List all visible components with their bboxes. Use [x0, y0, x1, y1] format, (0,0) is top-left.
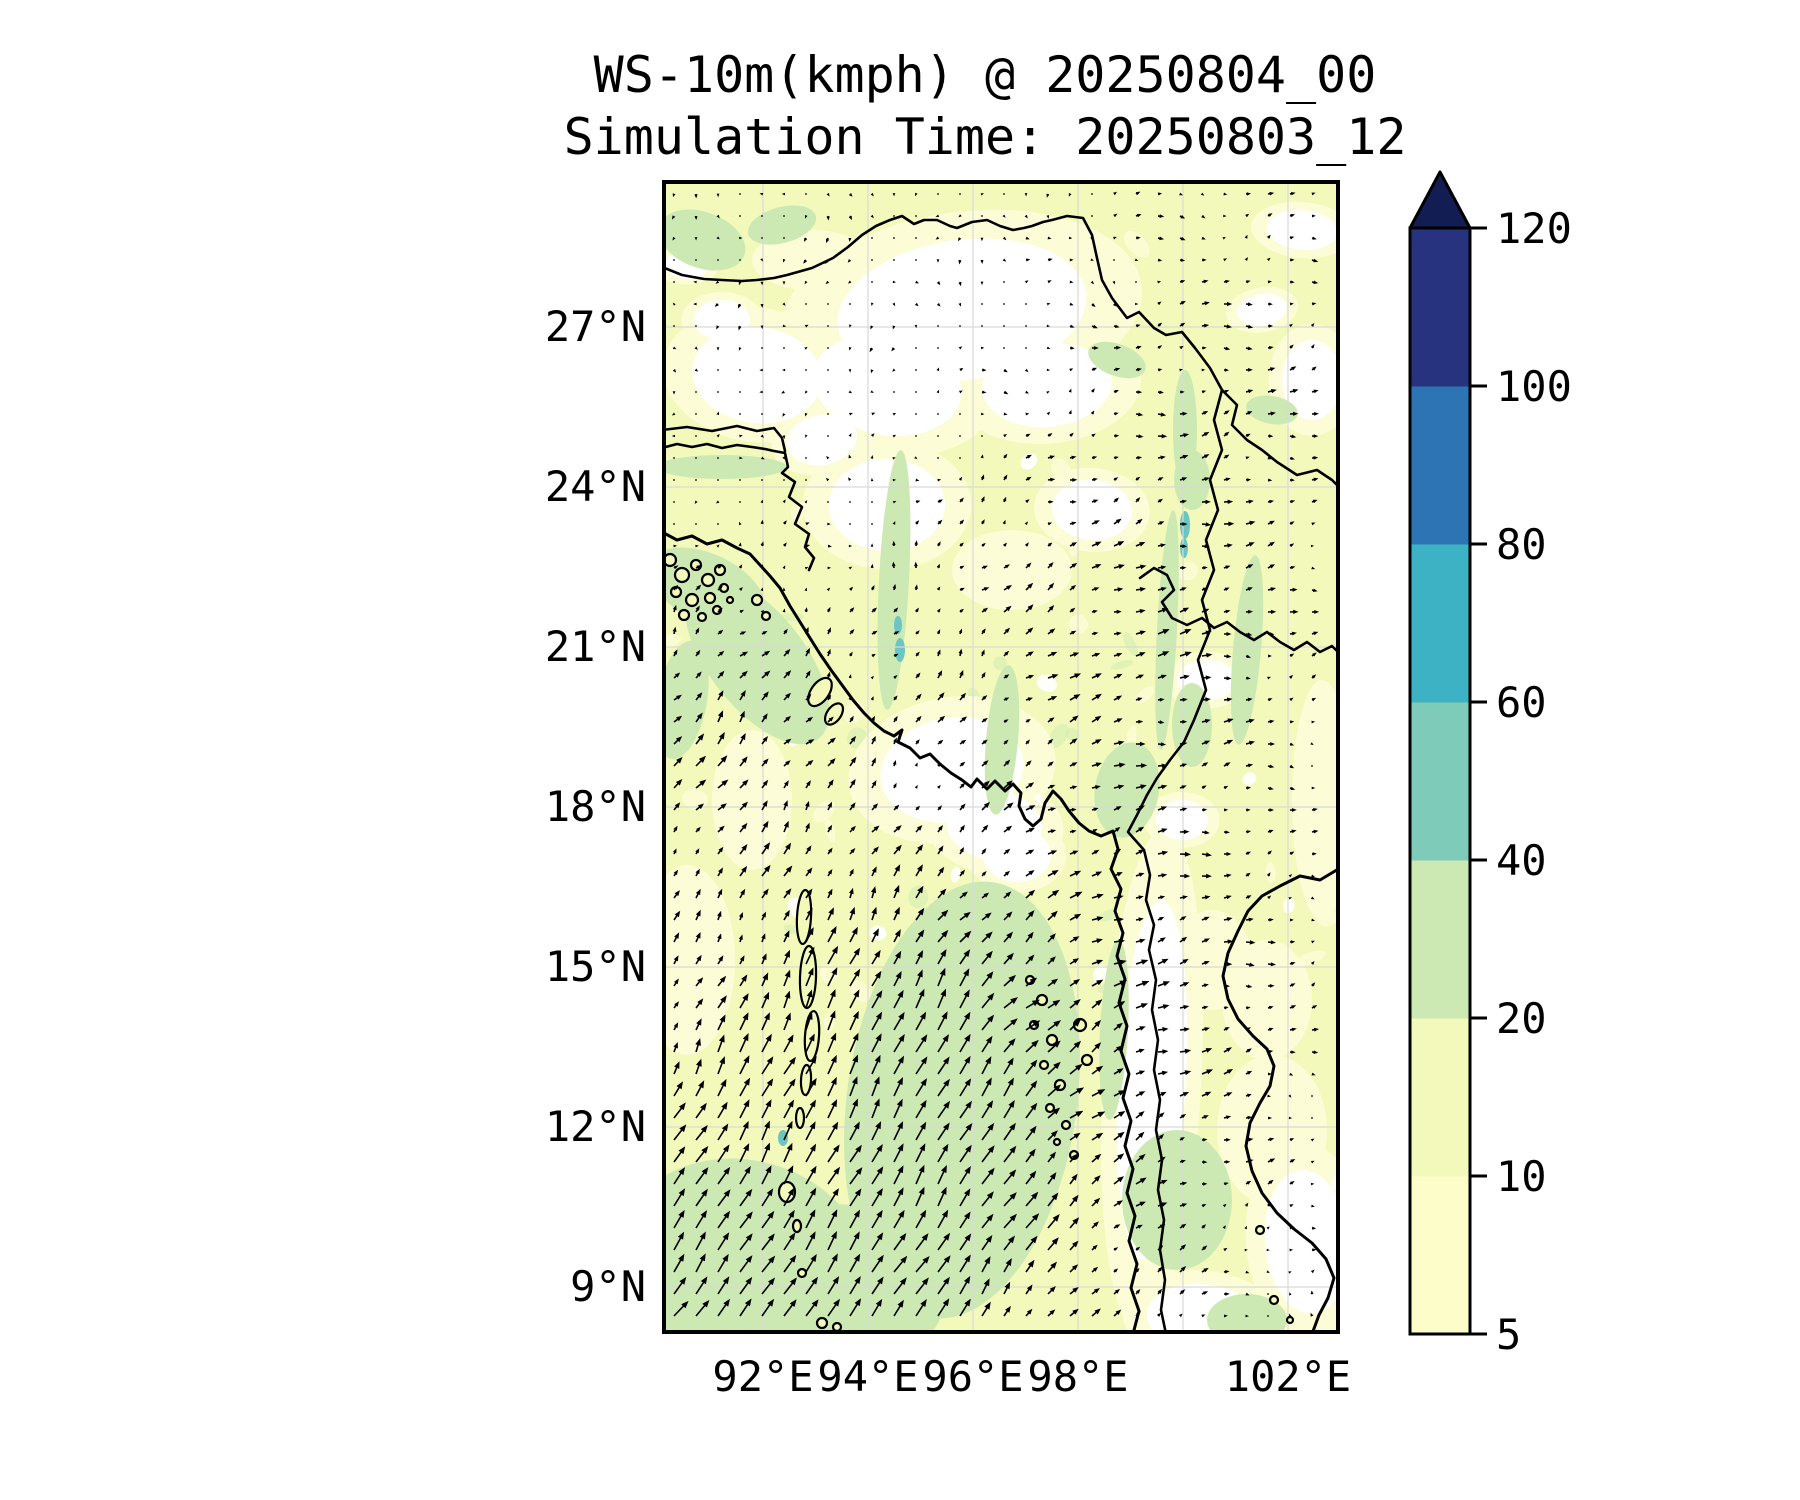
- lon-tick-label: 98°E: [1027, 1352, 1129, 1401]
- colorbar-segment: [1410, 228, 1470, 387]
- title-line-2: Simulation Time: 20250803_12: [563, 108, 1407, 166]
- border-path: [1126, 388, 1224, 1334]
- lat-tick-label: 24°N: [544, 462, 646, 511]
- border-path: [662, 424, 787, 453]
- coastline-layer: [662, 214, 1340, 1334]
- colorbar-segment: [1410, 1176, 1470, 1335]
- islands-layer: [662, 552, 1295, 1333]
- wind-arrows-layer: [671, 191, 1320, 1318]
- colorbar-segment: [1410, 386, 1470, 545]
- colorbar-tick-label: 10: [1496, 1152, 1547, 1201]
- lon-tick-label: 102°E: [1224, 1352, 1352, 1401]
- map-frame: [662, 180, 1340, 1334]
- lat-tick-label: 12°N: [544, 1102, 646, 1151]
- colorbar-tick-label: 5: [1496, 1310, 1521, 1359]
- colorbar-tick-label: 20: [1496, 994, 1547, 1043]
- colorbar-segment: [1410, 860, 1470, 1019]
- map-canvas: [662, 180, 1340, 1334]
- colorbar-segment: [1410, 1018, 1470, 1177]
- coastline-path: [662, 530, 1141, 1334]
- lat-tick-label: 21°N: [544, 622, 646, 671]
- lat-tick-label: 18°N: [544, 782, 646, 831]
- title-line-1: WS-10m(kmph) @ 20250804_00: [593, 46, 1377, 104]
- colorbar-canvas: 120 100 80 60 40 20 10 5: [1408, 170, 1572, 1359]
- arrow-heads: [671, 191, 1320, 1318]
- border-path: [1138, 566, 1340, 656]
- lon-tick-label: 94°E: [817, 1352, 919, 1401]
- colorbar-tick-label: 60: [1496, 678, 1547, 727]
- colorbar-segment: [1410, 702, 1470, 861]
- fill-layer: [662, 180, 1340, 1334]
- lat-tick-label: 27°N: [544, 302, 646, 351]
- colorbar-tick-label: 100: [1496, 362, 1572, 411]
- lon-tick-label: 96°E: [922, 1352, 1024, 1401]
- colorbar-segment: [1410, 544, 1470, 703]
- colorbar-tick-label: 120: [1496, 204, 1572, 253]
- colorbar-outline: [1408, 226, 1472, 1336]
- coastline-path: [1221, 866, 1340, 1334]
- colorbar-extend-arrow: [1408, 170, 1472, 230]
- graticule-layer: [662, 180, 1340, 1334]
- lat-tick-label: 15°N: [544, 942, 646, 991]
- colorbar-tick-label: 80: [1496, 520, 1547, 569]
- lat-tick-label: 9°N: [570, 1262, 646, 1311]
- border-path: [662, 214, 1340, 490]
- figure-title: WS-10m(kmph) @ 20250804_00 Simulation Ti…: [360, 44, 1610, 168]
- border-path: [662, 442, 816, 572]
- colorbar-tick-label: 40: [1496, 836, 1547, 885]
- lon-tick-label: 92°E: [712, 1352, 814, 1401]
